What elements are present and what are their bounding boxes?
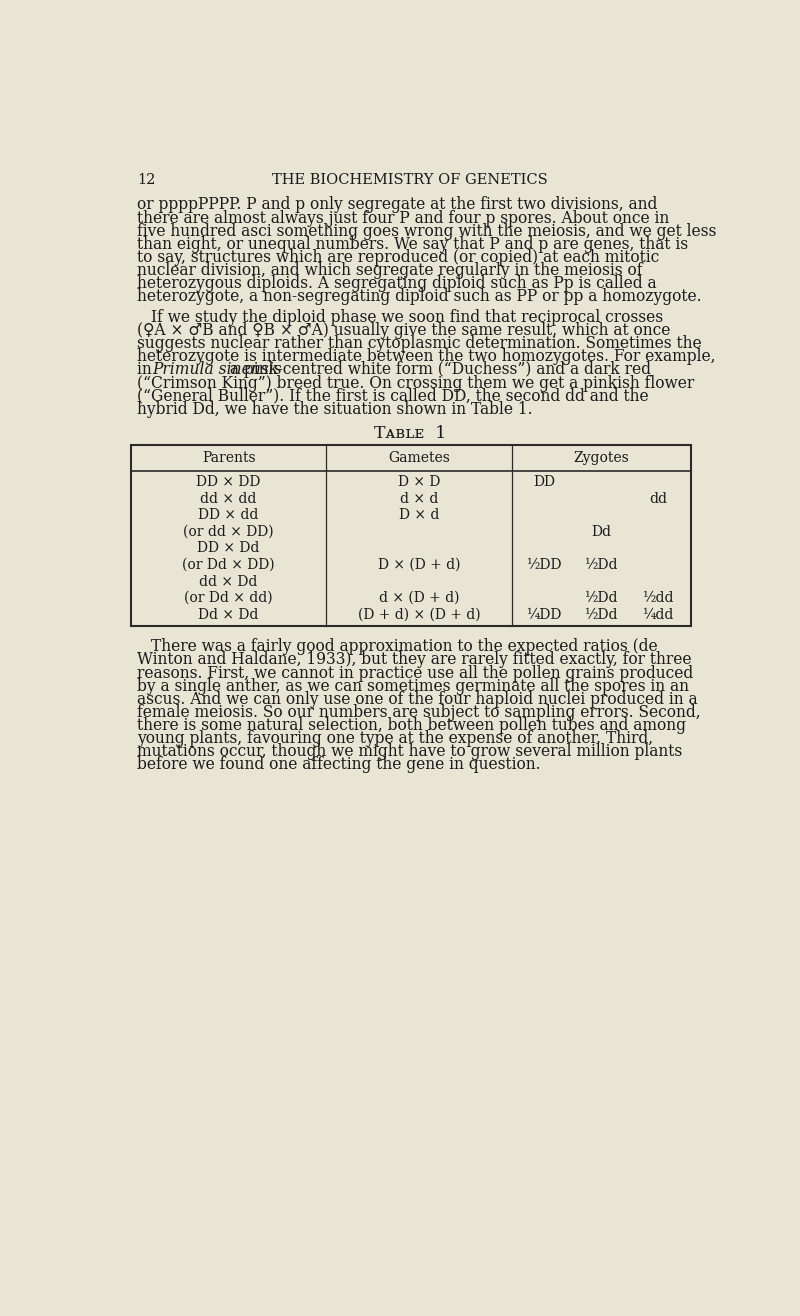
Text: there are almost always just four P and four p spores. About once in: there are almost always just four P and …	[138, 209, 670, 226]
Text: Primula sinensis: Primula sinensis	[153, 362, 282, 379]
Text: ½Dd: ½Dd	[585, 591, 618, 605]
Text: D × d: D × d	[399, 508, 439, 522]
Text: Winton and Haldane, 1933), but they are rarely fitted exactly, for three: Winton and Haldane, 1933), but they are …	[138, 651, 692, 669]
Text: heterozygous diploids. A segregating diploid such as Pp is called a: heterozygous diploids. A segregating dip…	[138, 275, 657, 292]
Text: reasons. First, we cannot in practice use all the pollen grains produced: reasons. First, we cannot in practice us…	[138, 665, 694, 682]
Text: d × (D + d): d × (D + d)	[379, 591, 459, 605]
Text: Dd: Dd	[591, 525, 611, 538]
Text: D × (D + d): D × (D + d)	[378, 558, 461, 572]
Text: than eight, or unequal numbers. We say that P and p are genes, that is: than eight, or unequal numbers. We say t…	[138, 236, 688, 253]
Text: ½Dd: ½Dd	[585, 608, 618, 621]
Text: (or dd × DD): (or dd × DD)	[183, 525, 274, 538]
Text: D × D: D × D	[398, 475, 441, 490]
Text: in: in	[138, 362, 157, 379]
Text: DD × dd: DD × dd	[198, 508, 259, 522]
Text: suggests nuclear rather than cytoplasmic determination. Sometimes the: suggests nuclear rather than cytoplasmic…	[138, 336, 702, 353]
Text: Dd × Dd: Dd × Dd	[198, 608, 259, 621]
Text: (♀A × ♂B and ♀B × ♂A) usually give the same result, which at once: (♀A × ♂B and ♀B × ♂A) usually give the s…	[138, 322, 670, 340]
Text: DD × Dd: DD × Dd	[198, 541, 260, 555]
Text: THE BIOCHEMISTRY OF GENETICS: THE BIOCHEMISTRY OF GENETICS	[272, 174, 548, 187]
Text: (or Dd × DD): (or Dd × DD)	[182, 558, 275, 572]
Text: 12: 12	[138, 174, 155, 187]
Text: ½Dd: ½Dd	[585, 558, 618, 572]
Bar	[131, 445, 690, 626]
Text: heterozygote, a non-segregating diploid such as PP or pp a homozygote.: heterozygote, a non-segregating diploid …	[138, 288, 702, 305]
Text: d × d: d × d	[400, 492, 438, 505]
Text: ¼dd: ¼dd	[642, 608, 674, 621]
Text: young plants, favouring one type at the expense of another. Third,: young plants, favouring one type at the …	[138, 730, 654, 747]
Text: If we study the diploid phase we soon find that reciprocal crosses: If we study the diploid phase we soon fi…	[151, 309, 663, 326]
Text: Gametes: Gametes	[388, 451, 450, 465]
Text: ¼DD: ¼DD	[526, 608, 562, 621]
Text: ½dd: ½dd	[642, 591, 674, 605]
Text: hybrid Dd, we have the situation shown in Table 1.: hybrid Dd, we have the situation shown i…	[138, 401, 533, 417]
Text: before we found one affecting the gene in question.: before we found one affecting the gene i…	[138, 757, 541, 774]
Text: There was a fairly good approximation to the expected ratios (de: There was a fairly good approximation to…	[151, 638, 658, 655]
Text: dd: dd	[650, 492, 667, 505]
Text: (“Crimson King”) breed true. On crossing them we get a pinkish flower: (“Crimson King”) breed true. On crossing…	[138, 375, 694, 392]
Text: Zygotes: Zygotes	[574, 451, 630, 465]
Text: to say, structures which are reproduced (or copied) at each mitotic: to say, structures which are reproduced …	[138, 249, 659, 266]
Text: ½DD: ½DD	[526, 558, 562, 572]
Text: nuclear division, and which segregate regularly in the meiosis of: nuclear division, and which segregate re…	[138, 262, 642, 279]
Text: (“General Buller”). If the first is called DD, the second dd and the: (“General Buller”). If the first is call…	[138, 388, 649, 404]
Text: dd × dd: dd × dd	[201, 492, 257, 505]
Text: DD × DD: DD × DD	[197, 475, 261, 490]
Text: (D + d) × (D + d): (D + d) × (D + d)	[358, 608, 481, 621]
Text: by a single anther, as we can sometimes germinate all the spores in an: by a single anther, as we can sometimes …	[138, 678, 690, 695]
Text: dd × Dd: dd × Dd	[199, 575, 258, 588]
Text: Parents: Parents	[202, 451, 255, 465]
Text: DD: DD	[534, 475, 555, 490]
Text: a pink-centred white form (“Duchess”) and a dark red: a pink-centred white form (“Duchess”) an…	[226, 362, 651, 379]
Text: (or Dd × dd): (or Dd × dd)	[184, 591, 273, 605]
Text: heterozygote is intermediate between the two homozygotes. For example,: heterozygote is intermediate between the…	[138, 349, 716, 366]
Text: or ppppPPPP. P and p only segregate at the first two divisions, and: or ppppPPPP. P and p only segregate at t…	[138, 196, 658, 213]
Text: Tᴀʙʟᴇ  1: Tᴀʙʟᴇ 1	[374, 425, 446, 442]
Text: there is some natural selection, both between pollen tubes and among: there is some natural selection, both be…	[138, 717, 686, 734]
Text: female meiosis. So our numbers are subject to sampling errors. Second,: female meiosis. So our numbers are subje…	[138, 704, 701, 721]
Text: ascus. And we can only use one of the four haploid nuclei produced in a: ascus. And we can only use one of the fo…	[138, 691, 698, 708]
Text: mutations occur, though we might have to grow several million plants: mutations occur, though we might have to…	[138, 744, 682, 761]
Text: five hundred asci something goes wrong with the meiosis, and we get less: five hundred asci something goes wrong w…	[138, 222, 717, 240]
